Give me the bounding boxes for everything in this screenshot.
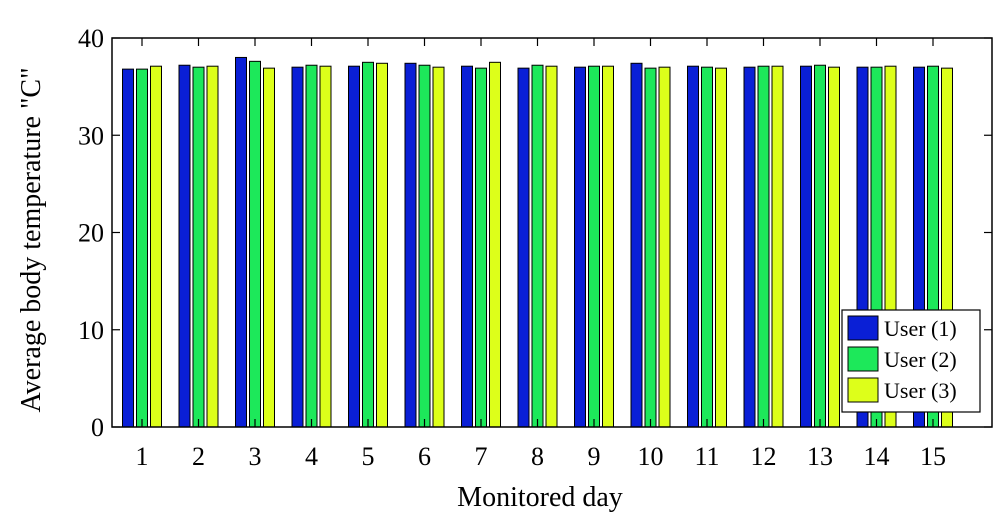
bar-day-10-series-1 <box>630 62 643 428</box>
y-tick-label: 30 <box>78 121 104 150</box>
x-tick-label: 4 <box>305 442 318 471</box>
x-tick-label: 15 <box>920 442 946 471</box>
x-tick-label: 8 <box>531 442 544 471</box>
legend-label: User (2) <box>884 347 957 372</box>
bar-day-1-series-1 <box>122 68 134 428</box>
y-tick-label: 10 <box>78 316 104 345</box>
bar-day-12-series-1 <box>743 66 756 428</box>
bar-day-2-series-1 <box>178 64 191 428</box>
bar-day-4-series-1 <box>291 66 304 428</box>
x-tick-label: 12 <box>751 442 777 471</box>
y-tick-label: 40 <box>78 24 104 53</box>
legend-label: User (1) <box>884 316 957 341</box>
bar-day-8-series-1 <box>517 67 530 428</box>
bar-day-7-series-1 <box>461 65 473 428</box>
bar-day-7-series-2 <box>475 67 487 428</box>
bar-day-9-series-1 <box>574 66 586 428</box>
bar-day-5-series-3 <box>376 62 388 428</box>
x-tick-label: 9 <box>588 442 601 471</box>
bar-day-11-series-2 <box>701 66 713 428</box>
bar-day-12-series-3 <box>771 65 784 428</box>
bar-day-13-series-2 <box>814 64 826 428</box>
legend: User (1) User (2) User (3) <box>841 309 981 413</box>
bar-day-3-series-2 <box>249 60 261 428</box>
bar-day-11-series-1 <box>687 65 699 428</box>
bar-day-12-series-2 <box>757 65 770 428</box>
bar-day-1-series-2 <box>136 68 148 428</box>
x-tick-label: 7 <box>475 442 488 471</box>
bar-day-2-series-3 <box>206 65 219 428</box>
x-tick-label: 1 <box>136 442 149 471</box>
x-tick-label: 14 <box>864 442 890 471</box>
bar-day-4-series-3 <box>319 65 332 428</box>
bar-day-2-series-2 <box>192 66 205 428</box>
bar-day-6-series-1 <box>404 62 417 428</box>
bar-day-8-series-3 <box>545 65 558 428</box>
bar-day-7-series-3 <box>489 61 501 428</box>
y-axis-label: Average body temperature "C" <box>16 68 47 413</box>
legend-swatch <box>847 315 879 341</box>
bar-day-5-series-2 <box>362 61 374 428</box>
bar-day-10-series-2 <box>644 67 657 428</box>
bar-day-4-series-2 <box>305 64 318 428</box>
bar-day-11-series-3 <box>715 67 727 428</box>
bar-day-3-series-3 <box>263 67 275 428</box>
x-axis-label: Monitored day <box>457 482 623 513</box>
bar-day-6-series-2 <box>418 64 431 428</box>
x-tick-label: 13 <box>807 442 833 471</box>
legend-label: User (3) <box>884 378 957 403</box>
x-tick-label: 10 <box>638 442 664 471</box>
x-tick-label: 11 <box>694 442 719 471</box>
bar-day-6-series-3 <box>432 66 445 428</box>
x-tick-label: 6 <box>418 442 431 471</box>
bar-day-8-series-2 <box>531 64 544 428</box>
bar-day-13-series-3 <box>828 66 840 428</box>
bar-day-3-series-1 <box>235 56 247 428</box>
bar-day-1-series-3 <box>150 65 162 428</box>
bar-day-13-series-1 <box>800 65 812 428</box>
y-tick-label: 20 <box>78 219 104 248</box>
legend-swatch <box>847 377 879 403</box>
x-tick-label: 5 <box>362 442 375 471</box>
bar-day-9-series-3 <box>602 65 614 428</box>
legend-swatch <box>847 346 879 372</box>
x-tick-label: 2 <box>192 442 205 471</box>
bars-group <box>122 56 953 428</box>
bar-day-10-series-3 <box>658 66 671 428</box>
bar-day-5-series-1 <box>348 65 360 428</box>
bar-day-9-series-2 <box>588 65 600 428</box>
x-tick-label: 3 <box>249 442 262 471</box>
y-tick-label: 0 <box>91 413 104 442</box>
